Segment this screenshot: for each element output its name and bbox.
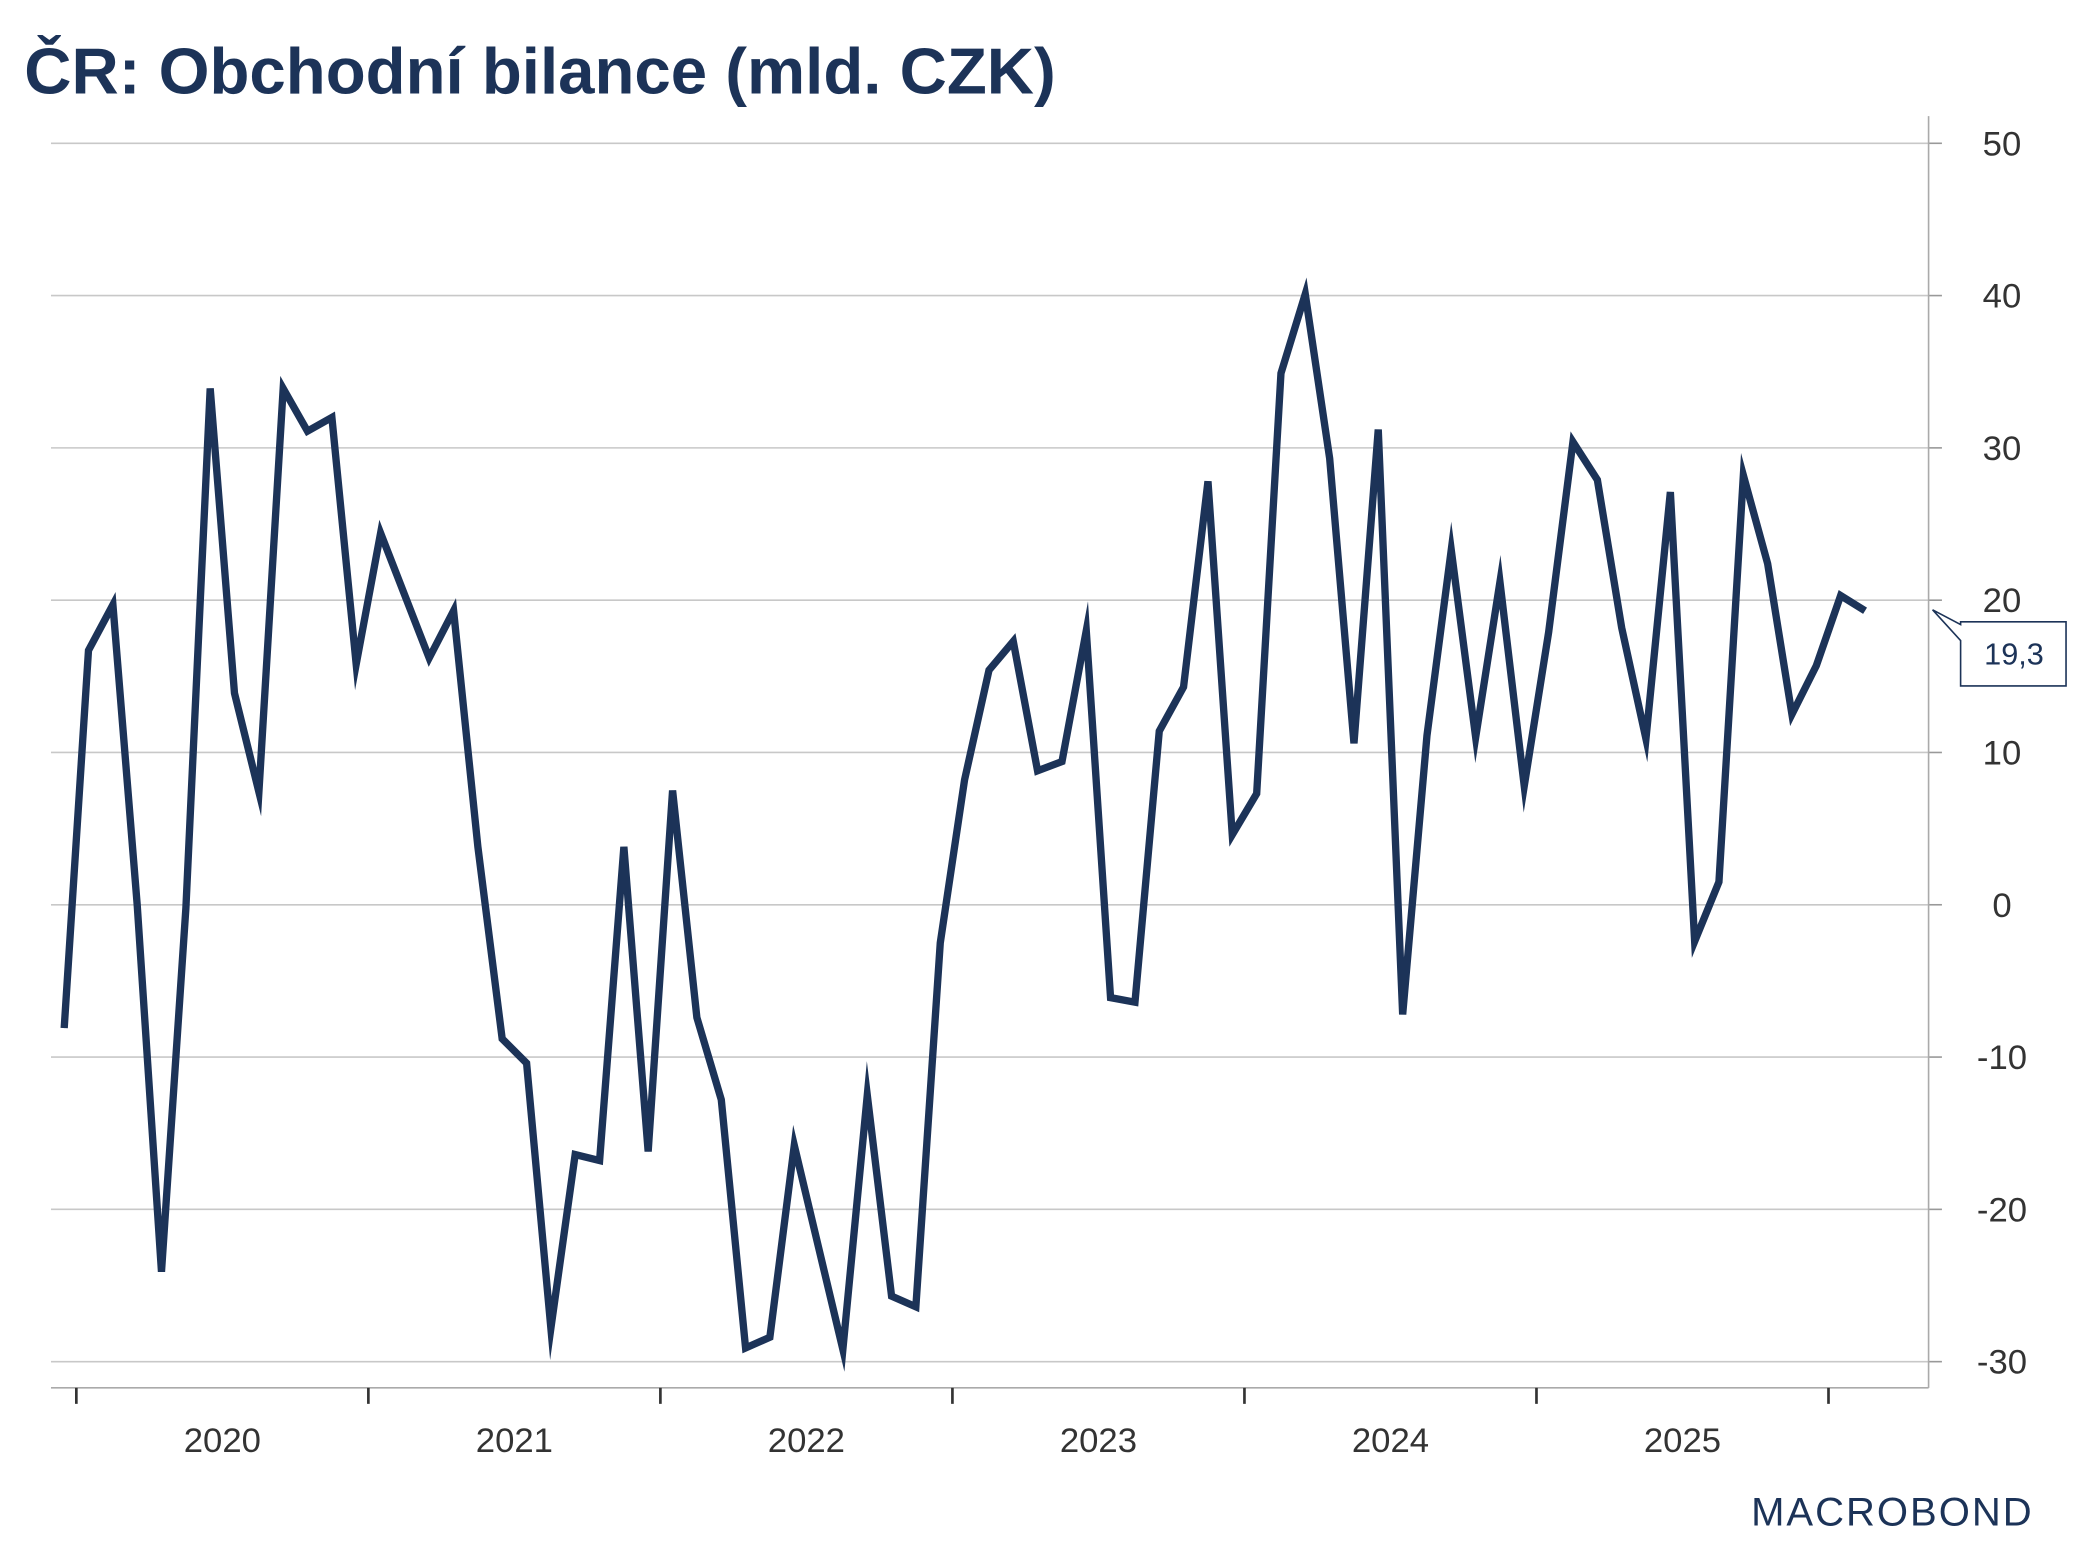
x-tick-label: 2023: [1060, 1422, 1137, 1460]
last-value-label: 19,3: [1984, 637, 2044, 672]
macrobond-logo: MACROBOND: [1751, 1490, 2034, 1534]
y-tick-label: 0: [1992, 887, 2011, 925]
last-value-callout: 19,3: [1931, 609, 2067, 687]
y-tick-label: 10: [1983, 734, 2022, 772]
series-line: [60, 277, 1868, 1372]
x-tick-label: 2022: [768, 1422, 845, 1460]
last-value-callout-box: [1931, 609, 2067, 687]
y-tick-label: 50: [1983, 125, 2022, 163]
macrobond-logo-text: MACROBOND: [1751, 1490, 2034, 1534]
y-tick-label: -10: [1977, 1039, 2027, 1077]
y-tick-label: -30: [1977, 1344, 2027, 1382]
y-tick-label: 30: [1983, 430, 2022, 468]
x-tick-label: 2024: [1352, 1422, 1429, 1460]
x-tick-label: 2020: [184, 1422, 261, 1460]
y-tick-label: -20: [1977, 1191, 2027, 1229]
y-tick-label: 20: [1983, 582, 2022, 620]
x-tick-label: 2025: [1644, 1422, 1721, 1460]
chart-title: ČR: Obchodní bilance (mld. CZK): [24, 34, 1055, 107]
x-tick-label: 2021: [476, 1422, 553, 1460]
y-tick-label: 40: [1983, 278, 2022, 316]
